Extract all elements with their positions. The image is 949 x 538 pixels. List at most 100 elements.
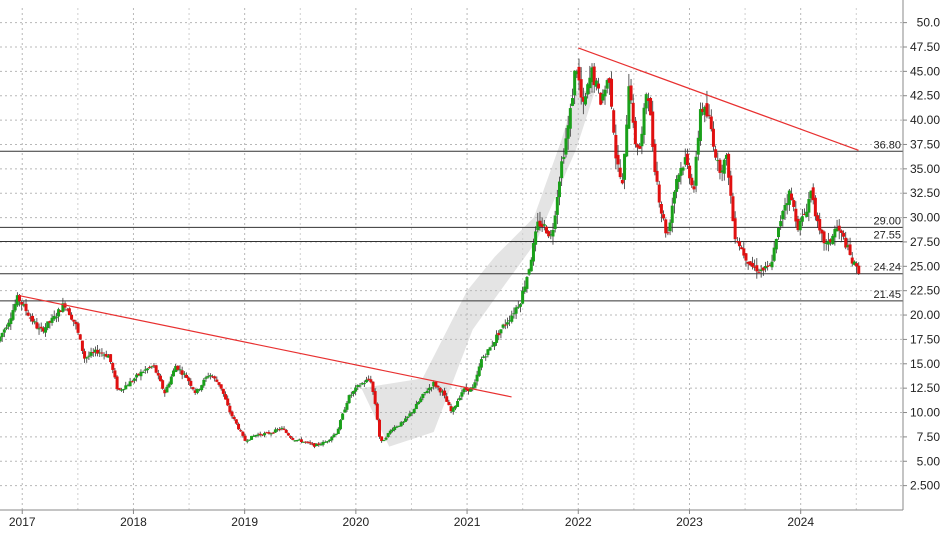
candle-body xyxy=(328,439,332,441)
candle-body xyxy=(844,237,848,248)
candle-body xyxy=(256,434,260,436)
candle-body xyxy=(525,277,529,289)
candle-body xyxy=(165,386,169,393)
candle-body xyxy=(794,208,798,222)
candle-body xyxy=(401,421,405,423)
candle-body xyxy=(731,196,735,222)
candle-body xyxy=(737,241,741,247)
candle-body xyxy=(785,203,789,206)
candle-body xyxy=(683,157,687,165)
candle-body xyxy=(265,432,269,434)
candle-body xyxy=(332,434,336,438)
candle-body xyxy=(191,387,195,390)
y-tick-label: 7.50 xyxy=(917,430,941,444)
candle-body xyxy=(230,411,234,417)
candle-body xyxy=(636,144,640,148)
candle-body xyxy=(527,269,531,275)
candle-body xyxy=(781,210,785,220)
candle-body xyxy=(412,409,416,413)
candle-body xyxy=(727,153,731,178)
candle-body xyxy=(317,443,321,445)
candle-body xyxy=(228,405,232,413)
candle-body xyxy=(831,235,835,245)
candle-body xyxy=(432,381,436,387)
candle-body xyxy=(286,433,290,436)
candle-body xyxy=(835,228,839,232)
candle-body xyxy=(542,224,546,226)
candle-body xyxy=(668,222,672,232)
y-tick-label: 17.50 xyxy=(910,332,940,346)
candle-body xyxy=(152,365,156,367)
candle-body xyxy=(696,137,700,155)
candle-body xyxy=(547,231,551,237)
candle-body xyxy=(89,352,93,356)
candle-body xyxy=(664,219,668,234)
candle-body xyxy=(488,347,492,351)
candle-body xyxy=(750,262,754,267)
candle-body xyxy=(22,304,26,306)
candle-body xyxy=(291,438,295,440)
candle-body xyxy=(414,403,418,410)
candle-body xyxy=(15,295,19,306)
candle-body xyxy=(104,354,108,357)
candle-body xyxy=(345,402,349,410)
candle-body xyxy=(11,310,15,320)
candle-body xyxy=(787,190,791,205)
candle-body xyxy=(252,435,256,437)
candle-body xyxy=(50,317,54,323)
candle-body xyxy=(304,441,308,443)
candle-body xyxy=(798,220,802,231)
candle-body xyxy=(837,225,841,231)
candle-body xyxy=(458,397,462,401)
candle-body xyxy=(76,323,80,333)
candle-body xyxy=(195,388,199,393)
x-tick-label: 2017 xyxy=(9,515,36,529)
y-tick-label: 12.50 xyxy=(910,381,940,395)
candle-body xyxy=(757,271,761,273)
candle-body xyxy=(325,441,329,443)
candle-body xyxy=(312,443,316,447)
candle-body xyxy=(70,314,74,320)
candle-body xyxy=(364,379,368,383)
candle-body xyxy=(503,324,507,326)
candle-body xyxy=(221,388,225,394)
candle-body xyxy=(347,395,351,404)
candle-body xyxy=(479,359,483,368)
candle-body xyxy=(295,440,299,442)
candle-body xyxy=(482,356,486,358)
candle-body xyxy=(495,334,499,343)
candle-body xyxy=(573,70,577,96)
level-label: 24.24 xyxy=(873,262,901,274)
candle-body xyxy=(566,125,570,139)
candle-body xyxy=(649,97,653,116)
candle-body xyxy=(289,436,293,438)
candle-body xyxy=(430,387,434,389)
candle-body xyxy=(777,227,781,238)
candle-body xyxy=(469,387,473,392)
candle-body xyxy=(742,248,746,256)
candle-body xyxy=(189,380,193,386)
candle-body xyxy=(510,315,514,322)
candle-body xyxy=(180,370,184,375)
x-tick-label: 2024 xyxy=(787,515,814,529)
candle-body xyxy=(224,394,228,400)
candle-body xyxy=(122,389,126,391)
candle-body xyxy=(408,413,412,417)
candle-body xyxy=(46,321,50,329)
candle-body xyxy=(839,230,843,233)
candle-body xyxy=(241,431,245,436)
candle-body xyxy=(477,366,481,376)
candle-body xyxy=(137,373,141,376)
y-tick-label: 22.50 xyxy=(910,284,940,298)
candle-body xyxy=(714,149,718,158)
candle-body xyxy=(857,265,861,274)
y-tick-label: 15.00 xyxy=(910,357,940,371)
candle-body xyxy=(460,392,464,397)
candle-body xyxy=(178,369,182,371)
candle-body xyxy=(106,355,110,358)
candle-body xyxy=(297,439,301,441)
candle-body xyxy=(98,352,102,354)
candle-body xyxy=(512,313,516,315)
candle-body xyxy=(445,396,449,402)
candle-body xyxy=(744,253,748,261)
